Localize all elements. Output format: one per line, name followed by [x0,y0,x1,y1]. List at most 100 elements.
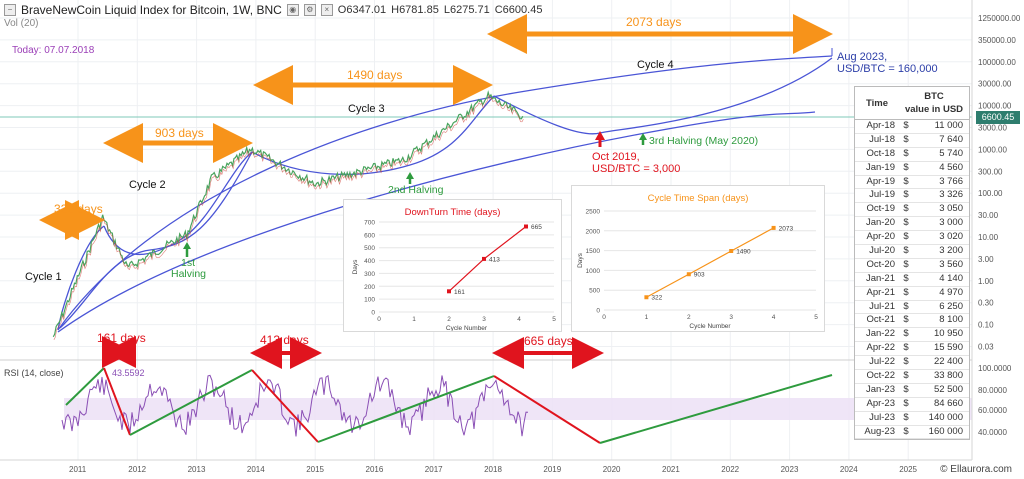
inset-x-tick: 3 [729,314,733,321]
year-label: 2018 [484,465,502,474]
price-tick-label: 100000.00 [978,58,1016,67]
inset-x-tick: 5 [814,314,818,321]
table-cell-time: Oct-20 [866,258,895,270]
inset-series-line [448,226,527,292]
inset-point [771,225,776,230]
table-cell-time: Apr-18 [866,120,895,131]
inset-x-tick: 2 [687,314,691,321]
btc-forecast-table: Time BTC value in USD Apr-18 $11 000 Jul-1… [854,86,970,441]
price-axis[interactable]: 1250000.00 350000.00 100000.00 30000.00 1000… [978,14,1021,352]
table-cell-time: Jan-19 [865,161,895,173]
settings-icon[interactable]: ⚙ [303,4,316,16]
today-label: Today: 07.07.2018 [12,45,95,56]
inset-x-tick: 0 [377,316,381,323]
price-tick-label: 0.10 [978,321,994,330]
ohlc-close: C6600.45 [494,4,543,16]
cycle-span-arrows [39,14,833,240]
table-cell-currency: $ [903,133,909,145]
price-tick-label: 10.00 [978,233,999,242]
inset-title: Cycle Time Span (days) [648,193,749,204]
table-cell-currency: $ [903,328,909,340]
table-cell-currency: $ [903,189,909,201]
price-tick-label: 100.00 [978,189,1003,198]
inset-x-tick: 4 [517,316,521,323]
current-price-tag: 6600.45 [976,111,1020,124]
table-cell-time: Oct-22 [866,370,895,382]
volume-label[interactable]: Vol (20) [4,18,39,29]
inset-y-tick: 1500 [586,248,601,255]
year-label: 2014 [247,465,265,474]
year-label: 2020 [603,465,621,474]
inset-xlabel: Cycle Number [689,323,731,330]
halving1-label-line1: 1st [181,257,195,269]
table-cell-currency: $ [903,397,909,409]
year-label: 2022 [721,465,739,474]
rsi-band [64,398,972,420]
rsi-cycle-lines [65,367,833,444]
table-row: Oct-19 $3 050 [855,203,969,218]
table-row: Oct-21 $8 100 [855,314,969,329]
col-value-header: BTC value in USD [904,91,964,115]
table-cell-value: 3 020 [939,231,963,243]
table-cell-currency: $ [903,300,909,312]
aug2023-label-line1: Aug 2023, [837,51,887,63]
table-row: Jan-21 $4 140 [855,273,969,287]
table-cell-currency: $ [903,231,909,243]
collapse-icon[interactable]: − [4,4,16,16]
year-label: 2021 [662,465,680,474]
table-cell-value: 6 250 [939,300,963,312]
table-row: Apr-18 $11 000 [855,120,969,134]
halving3-label: 3rd Halving (May 2020) [649,135,758,147]
inset-data-label: 413 [489,256,500,263]
inset-point [524,224,528,229]
table-cell-value: 33 800 [933,370,963,382]
table-cell-currency: $ [903,175,909,187]
close-icon[interactable]: × [320,4,333,16]
rsi-tick-label: 100.0000 [978,364,1012,373]
table-cell-value: 10 950 [933,328,963,340]
table-cell-value: 4 140 [939,272,963,284]
table-cell-value: 15 590 [933,342,963,354]
halving1-label-line2: Halving [171,268,206,280]
table-cell-currency: $ [903,314,909,326]
cycle-time-span-chart: Cycle Time Span (days)050010001500200025… [577,193,818,330]
price-tick-label: 1250000.00 [978,14,1021,23]
table-row: Jul-22 $22 400 [855,356,969,371]
downturn-time-chart: DownTurn Time (days) 0 100 200 300 400 500 600 7… [352,207,556,332]
inset-data-label: 161 [454,289,465,296]
rsi-tick-label: 80.0000 [978,386,1007,395]
price-series-shadow [53,94,524,340]
inset-point [686,272,691,277]
table-cell-currency: $ [903,342,909,354]
table-cell-time: Apr-22 [866,342,895,354]
inset-y-tick: 600 [364,232,375,239]
inset-point [447,289,451,294]
table-cell-currency: $ [903,272,909,284]
table-row: Jan-20 $3 000 [855,217,969,232]
table-cell-time: Aug-23 [864,425,895,437]
aug2023-label-line2: USD/BTC = 160,000 [837,63,938,75]
inset-y-tick: 300 [364,271,375,278]
ohlc-low: L6275.71 [443,4,490,16]
visibility-icon[interactable]: ◉ [286,4,299,16]
inset-point [482,256,486,261]
table-cell-value: 140 000 [928,411,963,423]
table-cell-value: 3 326 [939,189,963,201]
cycle4-arc [493,57,833,135]
rsi-label: RSI (14, close) [4,368,64,378]
inset-ylabel: Days [352,259,359,275]
inset-data-label: 322 [651,295,662,302]
cycle-support-arc [59,151,253,329]
table-cell-value: 8 100 [939,314,963,326]
table-cell-time: Jul-18 [869,133,895,145]
table-cell-value: 3 766 [939,175,963,187]
time-axis[interactable]: 2011 2012 2013 2014 2015 2016 2017 2018 2019 2020… [69,465,918,474]
span-label-2073: 2073 days [626,15,681,29]
year-label: 2023 [781,465,799,474]
table-cell-currency: $ [903,370,909,382]
cycle-arcs [57,55,833,333]
inset-y-tick: 400 [364,258,375,265]
table-cell-time: Apr-19 [866,175,895,187]
price-series [52,90,524,338]
oct2019-label-line2: USD/BTC = 3,000 [592,163,680,175]
